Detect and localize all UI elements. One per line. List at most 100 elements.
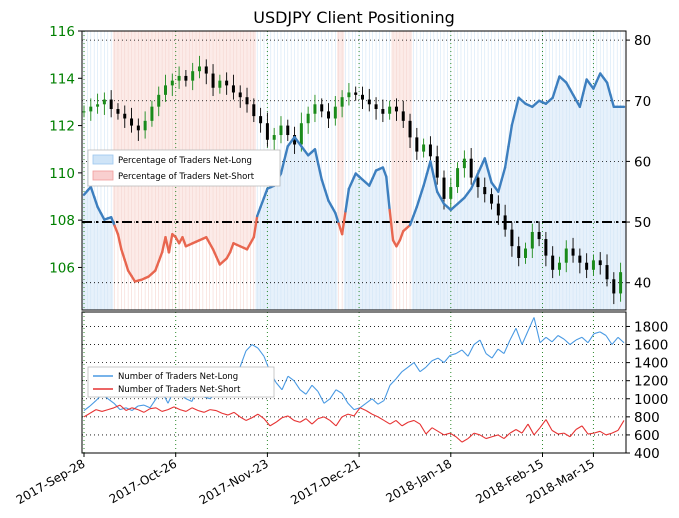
net-long-line-segment bbox=[317, 163, 323, 181]
net-long-line-segment bbox=[415, 195, 422, 209]
count-net-short-line-segment bbox=[377, 416, 385, 421]
count-net-short-line-segment bbox=[479, 434, 487, 440]
count-net-long-line-segment bbox=[521, 330, 529, 345]
candle-body bbox=[571, 248, 575, 256]
bottom-panel-frame bbox=[81, 311, 627, 454]
count-net-short-line-segment bbox=[611, 429, 619, 434]
count-net-long-line-segment bbox=[605, 335, 613, 345]
candle-body bbox=[591, 260, 595, 270]
candle-body bbox=[245, 97, 249, 105]
count-net-short-line-segment bbox=[491, 434, 499, 438]
x-axis-tick-label: 2017-Nov-23 bbox=[197, 456, 271, 507]
count-axis-tick-label: 800 bbox=[634, 410, 660, 426]
net-long-line-segment bbox=[503, 145, 510, 169]
candle-body bbox=[578, 255, 582, 263]
count-axis-tick-label: 1200 bbox=[634, 374, 668, 390]
net-long-line-segment bbox=[500, 166, 507, 181]
count-axis-tick-label: 600 bbox=[634, 428, 660, 444]
net-long-line-segment bbox=[313, 148, 320, 166]
candle-body bbox=[367, 99, 371, 105]
candle-body bbox=[136, 125, 140, 131]
candle-body bbox=[483, 187, 487, 195]
count-net-short-line-segment bbox=[281, 415, 289, 419]
count-net-long-line-segment bbox=[317, 391, 325, 404]
count-net-short-line-segment bbox=[503, 432, 511, 439]
net-long-line-segment bbox=[483, 157, 490, 172]
candle-body bbox=[89, 106, 93, 112]
count-net-short-line-segment bbox=[131, 407, 139, 411]
count-net-long-line-segment bbox=[509, 328, 517, 341]
candle-body bbox=[157, 94, 161, 107]
candle-body bbox=[408, 120, 412, 138]
net-short-line-segment bbox=[154, 260, 160, 272]
count-net-short-line-segment bbox=[443, 432, 451, 436]
count-axis-tick-label: 1800 bbox=[634, 319, 668, 335]
count-net-long-line-segment bbox=[365, 398, 373, 404]
candle-body bbox=[449, 187, 453, 199]
count-net-short-line-segment bbox=[557, 432, 565, 435]
net-short-line-segment bbox=[340, 210, 347, 236]
net-long-line-segment bbox=[320, 178, 327, 192]
net-long-legend-swatch bbox=[92, 154, 114, 165]
net-short-line-segment bbox=[116, 232, 123, 251]
candle-body bbox=[82, 111, 86, 113]
candle-body bbox=[265, 123, 269, 140]
candle-body bbox=[354, 92, 358, 95]
count-net-long-line-segment bbox=[305, 384, 313, 395]
count-net-short-line-segment bbox=[227, 411, 235, 416]
count-net-short-line-segment bbox=[551, 429, 559, 435]
count-net-long-line-segment bbox=[407, 362, 415, 368]
net-long-line-segment bbox=[609, 93, 616, 109]
candle-body bbox=[177, 75, 181, 81]
net-long-line-segment bbox=[256, 205, 262, 218]
candle-body bbox=[415, 137, 419, 152]
count-net-long-line-segment bbox=[395, 371, 403, 380]
count-net-long-line-segment bbox=[581, 336, 589, 344]
count-net-long-line-segment bbox=[401, 366, 409, 373]
count-net-long-line-segment bbox=[431, 357, 439, 362]
net-long-line-segment bbox=[510, 110, 517, 127]
net-long-line-segment bbox=[262, 187, 269, 199]
count-net-long-line-segment bbox=[461, 349, 469, 357]
count-net-short-line-segment bbox=[569, 429, 577, 438]
count-net-short-line-segment bbox=[461, 438, 469, 443]
candle-body bbox=[544, 239, 548, 256]
candle-body bbox=[191, 71, 195, 81]
candle-body bbox=[524, 248, 528, 258]
net-long-line-segment bbox=[507, 123, 514, 148]
candle-body bbox=[401, 111, 405, 121]
count-net-short-line-segment bbox=[299, 418, 307, 423]
net-long-legend-label: Percentage of Traders Net-Long bbox=[118, 156, 252, 166]
candle-body bbox=[184, 75, 188, 81]
candle-body bbox=[619, 272, 623, 294]
net-short-line-segment bbox=[211, 248, 218, 259]
count-axis-tick-label: 400 bbox=[634, 446, 660, 462]
count-net-short-line-segment bbox=[371, 413, 379, 418]
net-short-line-segment bbox=[181, 236, 188, 248]
candle-body bbox=[231, 85, 235, 93]
candle-body bbox=[388, 106, 392, 114]
count-net-short-line-segment bbox=[83, 412, 91, 418]
count-net-long-line-segment bbox=[293, 380, 301, 391]
net-long-line-segment bbox=[381, 166, 388, 178]
count-net-short-line-segment bbox=[593, 430, 601, 434]
count-net-long-line-segment bbox=[281, 375, 289, 390]
bottom-legend: Number of Traders Net-Long Number of Tra… bbox=[87, 366, 275, 398]
count-net-long-line-segment bbox=[437, 357, 445, 364]
net-long-line-segment bbox=[578, 91, 585, 109]
count-net-short-line-segment bbox=[137, 409, 145, 413]
count-net-short-line-segment bbox=[383, 419, 391, 425]
candle-body bbox=[272, 135, 276, 140]
percent-axis-tick-label: 50 bbox=[634, 215, 651, 231]
candle-body bbox=[496, 203, 500, 216]
net-long-line-segment bbox=[89, 185, 96, 199]
bottom-panel: 400 600 800 1000 1200 1400 1600 1800 Number of … bbox=[81, 311, 668, 462]
candle-body bbox=[170, 80, 174, 86]
candle-body bbox=[605, 265, 609, 280]
net-long-line-segment bbox=[551, 85, 558, 99]
count-net-long-line-segment bbox=[425, 360, 433, 368]
count-net-short-line-segment bbox=[575, 425, 583, 430]
candle-body bbox=[225, 80, 229, 86]
net-short-line-segment bbox=[252, 214, 259, 239]
count-net-long-line-segment bbox=[611, 336, 619, 345]
